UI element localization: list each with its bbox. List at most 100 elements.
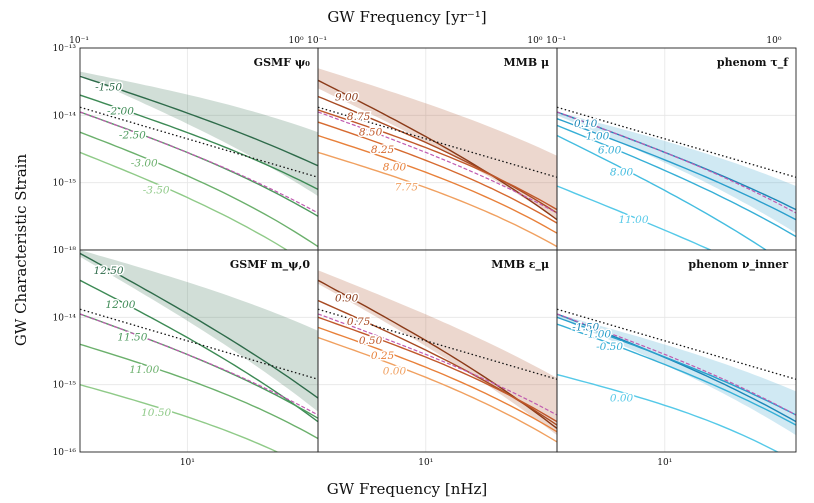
panel-3: 0.101.00 6.00 8.00 11.00 phenom τ_f 10⁻¹ 10⁰ [546, 36, 797, 251]
series-label: 0.10 [574, 118, 598, 130]
median-dashed-line [318, 111, 557, 214]
series-line-11.00 [557, 185, 713, 250]
series-label: 8.00 [610, 166, 634, 178]
reference-dotted-line [80, 308, 318, 380]
top-x-tick-label: 10⁰ [766, 36, 781, 46]
median-dashed-line [557, 313, 796, 416]
series-label: 7.75 [395, 182, 419, 194]
series-label: 0.75 [347, 316, 371, 328]
panel-plot-area [557, 48, 796, 250]
series-label: -1.00 [584, 328, 611, 340]
series-label: 0.50 [359, 335, 383, 347]
x-axis-label: GW Frequency [nHz] [327, 480, 487, 498]
reference-dotted-line [80, 106, 318, 178]
panel-4: 12.50 12.00 11.50 11.00 10.50 GSMF m_ψ,0 10⁻¹⁸… [53, 246, 319, 468]
series-line--0.50 [557, 323, 796, 426]
series-line-8.25 [318, 121, 557, 224]
reference-dotted-line [318, 106, 557, 178]
median-dashed-line [318, 313, 557, 416]
panel-plot-area [557, 250, 796, 452]
median-dashed-line [80, 111, 318, 214]
series-line--3.50 [80, 151, 289, 250]
series-line-8.50 [318, 109, 557, 211]
series-line-8.75 [318, 95, 557, 214]
series-label: -2.00 [107, 106, 134, 118]
series-label: -1.50 [572, 321, 599, 333]
series-label: -2.50 [119, 129, 146, 141]
y-tick-label: 10⁻¹⁴ [53, 111, 77, 121]
series-line-8.00 [557, 134, 768, 250]
uncertainty-band [318, 270, 557, 436]
panel-title: GSMF m_ψ,0 [230, 258, 310, 272]
series-line-12.50 [80, 252, 318, 399]
series-line-8.00 [318, 134, 557, 234]
series-label: 8.50 [359, 126, 383, 138]
series-label: 0.25 [371, 350, 395, 362]
median-dashed-line [557, 111, 796, 214]
series-line-9.00 [318, 79, 557, 221]
series-label: 11.50 [117, 331, 147, 343]
y-tick-label: 10⁻¹⁸ [53, 246, 77, 256]
reference-dotted-line [557, 106, 796, 178]
panel-2: 9.00 8.75 8.50 8.25 8.00 7.75 MMB μ 10⁻¹ 10⁰ [307, 36, 558, 251]
y-tick-label: 10⁻¹⁶ [53, 448, 77, 458]
series-line--1.00 [557, 316, 796, 416]
x-tick-label: 10¹ [180, 458, 195, 468]
series-label: 6.00 [598, 144, 622, 156]
figure-title: GW Frequency [yr⁻¹] [327, 8, 486, 26]
series-label: 0.90 [335, 293, 359, 305]
panel-5: 0.90 0.75 0.50 0.25 0.00 MMB ε_μ 10¹ [317, 249, 558, 468]
panel-plot-area [80, 250, 318, 452]
panel-6: -1.50-1.00-0.50 0.00 phenom ν_inner 10¹ [556, 249, 797, 468]
x-tick-label: 10¹ [418, 458, 433, 468]
series-label: -3.00 [131, 158, 158, 170]
series-label: -1.50 [95, 82, 122, 94]
top-x-tick-label: 10⁰ [289, 36, 304, 46]
panel-frame [556, 249, 797, 453]
panel-title: phenom ν_inner [688, 258, 788, 272]
series-line-7.75 [318, 151, 557, 248]
series-label: 0.00 [610, 393, 634, 405]
series-label: 11.00 [129, 364, 159, 376]
series-line--2.00 [80, 94, 318, 191]
top-x-tick-label: 10⁻¹ [307, 36, 327, 46]
uncertainty-band [557, 112, 796, 234]
series-label: 0.00 [383, 365, 407, 377]
series-label: 12.00 [105, 299, 135, 311]
series-line-11.00 [80, 343, 318, 440]
top-x-tick-label: 10⁻¹ [546, 36, 566, 46]
panel-title: MMB ε_μ [491, 258, 549, 272]
panel-title: MMB μ [503, 56, 549, 69]
series-line-10.50 [80, 384, 279, 452]
uncertainty-band [80, 250, 318, 412]
y-tick-label: 10⁻¹⁵ [53, 381, 77, 391]
series-label: 8.25 [371, 144, 395, 156]
y-tick-label: 10⁻¹⁴ [53, 313, 77, 323]
series-line-0.50 [318, 316, 557, 423]
panel-title: phenom τ_f [717, 56, 789, 70]
panel-plot-area [318, 250, 557, 452]
panel-plot-area [318, 48, 557, 250]
series-label: -0.50 [596, 341, 623, 353]
series-line-1.00 [557, 118, 796, 221]
series-line--1.50 [80, 75, 318, 167]
series-label: 12.50 [94, 265, 124, 277]
y-tick-label: 10⁻¹⁵ [53, 179, 77, 189]
series-line-0.25 [318, 326, 557, 433]
top-x-tick-label: 10⁰ [527, 36, 542, 46]
series-label: 1.00 [586, 130, 610, 142]
panel-plot-area [80, 48, 318, 250]
series-line-6.00 [557, 124, 796, 238]
series-line-0.00 [318, 336, 557, 443]
median-dashed-line [80, 313, 318, 416]
reference-dotted-line [318, 308, 557, 380]
y-axis-label: GW Characteristic Strain [12, 154, 30, 347]
series-label: 10.50 [141, 407, 171, 419]
series-label: 11.00 [618, 214, 648, 226]
series-line--3.00 [80, 131, 318, 248]
series-label: 8.75 [347, 111, 371, 123]
series-line--1.50 [557, 313, 796, 423]
